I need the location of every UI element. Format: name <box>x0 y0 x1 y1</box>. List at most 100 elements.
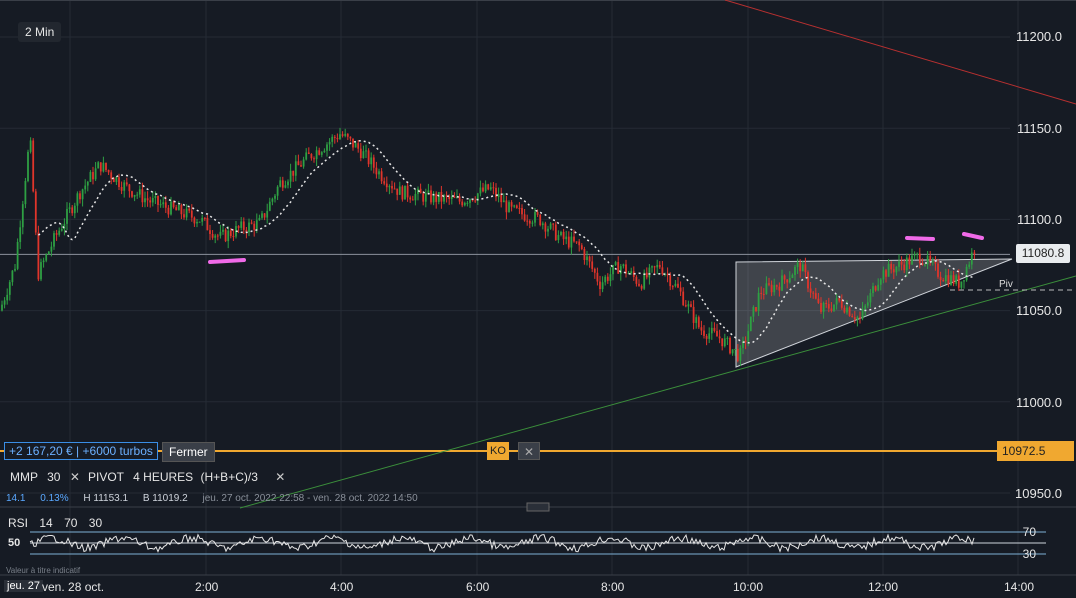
y-tick: 11100.0 <box>1016 212 1062 227</box>
candle <box>92 172 94 180</box>
candle <box>510 202 513 207</box>
candle <box>822 303 825 312</box>
candle <box>567 236 570 248</box>
candle <box>375 167 378 175</box>
candle <box>492 187 495 189</box>
candle <box>900 261 903 265</box>
candle <box>549 223 552 229</box>
candle <box>255 220 258 230</box>
candle <box>827 303 830 309</box>
rsi-indicator[interactable]: RSI 14 70 30 <box>8 516 102 530</box>
candle <box>53 233 55 247</box>
candle <box>596 272 599 282</box>
candle <box>872 286 874 294</box>
candle <box>242 221 245 230</box>
highlight-mark <box>905 236 935 241</box>
candle <box>916 253 919 255</box>
candle <box>526 220 529 222</box>
close-position-button[interactable]: Fermer <box>162 442 215 462</box>
candle <box>266 210 269 218</box>
candle <box>705 335 708 339</box>
x-tick: 12:00 <box>868 580 899 594</box>
candle <box>175 207 178 211</box>
candle <box>6 294 9 301</box>
candle <box>443 195 445 202</box>
candle <box>58 230 61 235</box>
candle <box>796 262 799 267</box>
highlight-mark <box>208 258 246 264</box>
candle <box>619 266 622 274</box>
candle <box>731 349 734 354</box>
candle <box>775 285 778 287</box>
candle <box>869 293 872 303</box>
y-tick: 10950.0 <box>1015 486 1062 501</box>
stat-range: jeu. 27 oct. 2022 22:58 - ven. 28 oct. 2… <box>202 493 418 504</box>
candle <box>721 338 724 347</box>
candle <box>318 150 321 155</box>
candle <box>110 172 113 179</box>
position-pnl[interactable]: +2 167,20 € | +6000 turbos <box>4 442 158 460</box>
candle <box>237 226 240 228</box>
candle <box>635 276 638 284</box>
candle <box>476 193 479 201</box>
candle <box>638 283 640 286</box>
x-tick: 10:00 <box>733 580 764 594</box>
candle <box>744 340 747 342</box>
candle <box>346 133 349 137</box>
pivot-indicator[interactable]: PIVOT 4 HEURES (H+B+C)/3 ✕ <box>88 470 285 484</box>
candle <box>167 207 170 215</box>
candle <box>729 337 731 354</box>
close-icon[interactable]: ✕ <box>275 470 286 484</box>
candle <box>115 177 118 183</box>
candle <box>398 186 401 195</box>
candle <box>422 193 425 202</box>
candle <box>440 192 443 202</box>
candle <box>326 144 328 151</box>
candle <box>718 336 721 339</box>
ko-label[interactable]: KO <box>487 442 509 460</box>
stats-row: 14.1 0.13% H 11153.1 B 11019.2 jeu. 27 o… <box>6 493 430 504</box>
candle <box>133 195 136 197</box>
candle <box>838 298 841 301</box>
candle <box>713 327 716 331</box>
candle <box>219 231 222 236</box>
mmp-indicator[interactable]: MMP 30 ✕ <box>10 470 80 484</box>
candle <box>539 214 542 226</box>
candle <box>534 212 536 223</box>
candle <box>739 347 742 361</box>
close-icon[interactable]: ✕ <box>69 470 80 484</box>
candle <box>770 284 773 293</box>
candle <box>427 190 430 193</box>
candle <box>768 283 770 285</box>
candle <box>323 150 326 153</box>
candle <box>929 255 932 262</box>
candle <box>84 185 87 190</box>
timeframe-button[interactable]: 2 Min <box>18 22 62 42</box>
candle <box>250 222 253 224</box>
candle <box>817 298 820 303</box>
candle <box>749 316 752 332</box>
candle <box>263 213 266 218</box>
candle <box>372 157 375 168</box>
candle <box>32 140 35 192</box>
candle <box>385 183 388 188</box>
candle <box>131 191 133 197</box>
ko-close-button[interactable]: ✕ <box>518 442 540 460</box>
triangle-pattern <box>735 258 1013 368</box>
candle <box>918 253 921 264</box>
candle <box>812 292 815 294</box>
candle <box>820 302 822 312</box>
candle <box>843 307 846 313</box>
candle <box>627 273 630 275</box>
candle <box>502 200 505 203</box>
candle <box>786 279 789 283</box>
candle <box>853 317 856 320</box>
candle <box>380 171 383 182</box>
candle <box>29 140 32 152</box>
candle <box>383 181 386 184</box>
candle <box>947 275 950 285</box>
candle <box>279 180 282 187</box>
candle <box>830 308 833 311</box>
candle <box>112 178 115 183</box>
